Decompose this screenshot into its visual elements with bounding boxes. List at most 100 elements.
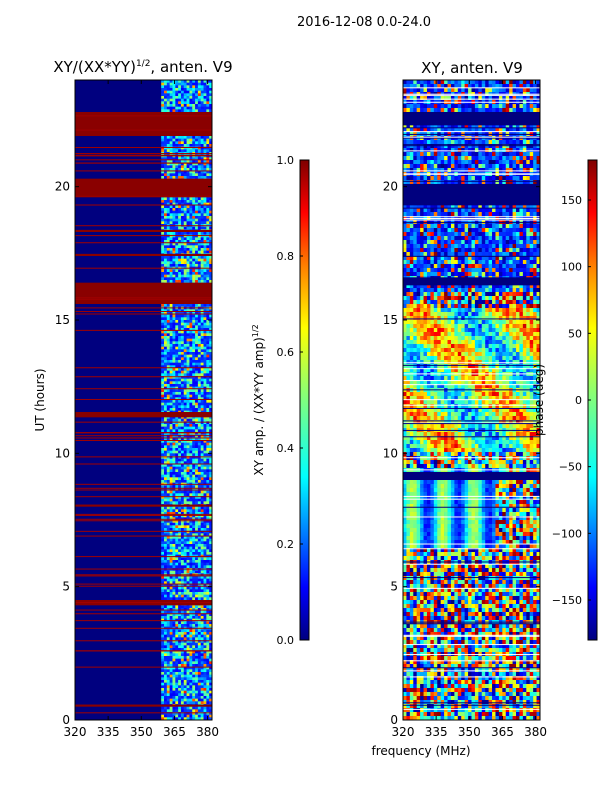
amplitude-cell [192, 674, 196, 678]
amplitude-cell [195, 264, 199, 267]
amplitude-flag-line [75, 583, 212, 585]
phase-cell [526, 80, 531, 85]
phase-cell [440, 88, 445, 93]
amplitude-cell [195, 365, 199, 369]
amplitude-cell [183, 386, 187, 390]
phase-cell [509, 84, 513, 89]
amplitude-cell [164, 693, 168, 697]
amplitude-cell [178, 157, 182, 161]
amplitude-cell [169, 272, 173, 275]
amplitude-cell [206, 344, 210, 347]
amplitude-cell [166, 480, 170, 483]
amplitude-cell [180, 669, 185, 673]
amplitude-cell [192, 416, 196, 419]
amplitude-cell [178, 693, 182, 697]
phase-cell [481, 80, 486, 85]
amplitude-cell [169, 104, 173, 107]
amplitude-cell [197, 448, 202, 451]
amplitude-cell [197, 269, 202, 273]
amplitude-cell [161, 541, 165, 545]
amplitude-cell [195, 701, 199, 705]
amplitude-cell [166, 669, 170, 673]
amplitude-cell [192, 658, 196, 662]
amplitude-cell [183, 536, 187, 539]
amplitude-cell [169, 469, 173, 473]
amplitude-cell [166, 421, 170, 425]
amplitude-cell [209, 360, 213, 363]
amplitude-cell [197, 397, 202, 401]
amplitude-flag-line [75, 398, 212, 400]
amplitude-cell [169, 509, 173, 513]
amplitude-cell [203, 256, 207, 259]
amplitude-cell [161, 544, 165, 547]
amplitude-cell [206, 485, 210, 489]
phase-cell [488, 96, 493, 101]
amplitude-cell [206, 544, 210, 547]
amplitude-cell [164, 656, 168, 659]
amplitude-cell [172, 461, 176, 465]
amplitude-cell [183, 656, 187, 659]
amplitude-cell [180, 274, 185, 278]
amplitude-cell [178, 309, 182, 313]
amplitude-cell [189, 405, 193, 409]
amplitude-cell [178, 202, 182, 206]
phase-heatmap[interactable] [403, 80, 541, 721]
amplitude-cell [178, 488, 182, 491]
phase-cell [536, 96, 541, 101]
amplitude-cell [172, 533, 176, 537]
amplitude-cell [178, 162, 182, 166]
amplitude-xtick-label: 350 [130, 725, 153, 739]
phase-cell [450, 80, 455, 85]
amplitude-cell [180, 261, 185, 265]
phase-cell [444, 104, 448, 109]
amplitude-cell [183, 400, 187, 403]
amplitude-cell [195, 162, 199, 166]
amplitude-cell [197, 698, 202, 702]
amplitude-cell [192, 672, 196, 675]
amplitude-cell [200, 576, 204, 579]
amplitude-cell [195, 536, 199, 539]
amplitude-cell [197, 144, 202, 147]
amplitude-cell [161, 90, 165, 94]
amplitude-cell [178, 712, 182, 715]
amplitude-flag-line [75, 129, 212, 131]
amplitude-flag-line [75, 162, 212, 164]
phase-cell [478, 128, 483, 133]
amplitude-cell [197, 237, 202, 241]
amplitude-cell [166, 656, 170, 659]
amplitude-cell [180, 80, 185, 83]
amplitude-cell [195, 496, 199, 499]
amplitude-cell [209, 461, 213, 465]
phase-cell [409, 128, 414, 133]
amplitude-cell [178, 442, 182, 446]
amplitude-cell [195, 442, 199, 446]
amplitude-cell [183, 328, 187, 331]
amplitude-cell [175, 312, 179, 315]
amplitude-cell [189, 362, 193, 366]
amplitude-cell [169, 368, 173, 371]
amplitude-cell [180, 368, 185, 371]
amplitude-cell [189, 317, 193, 321]
amplitude-cell [186, 400, 190, 403]
amplitude-cell [189, 456, 193, 459]
amplitude-cell [161, 149, 165, 153]
amplitude-cell [195, 610, 199, 614]
amplitude-flag-line [75, 388, 212, 390]
amplitude-cell [189, 672, 193, 675]
amplitude-cell [195, 205, 199, 209]
amplitude-cell [203, 685, 207, 689]
phase-cell [457, 88, 462, 93]
amplitude-cell [178, 314, 182, 318]
amplitude-cell [203, 669, 207, 673]
amplitude-cell [178, 370, 182, 374]
amplitude-cell [172, 357, 176, 361]
amplitude-cell [180, 589, 185, 593]
amplitude-cell [197, 202, 202, 206]
amplitude-cell [197, 394, 202, 398]
amplitude-cell [161, 242, 165, 246]
amplitude-cell [200, 448, 204, 451]
amplitude-cell [166, 360, 170, 363]
phase-cell [444, 84, 448, 89]
amplitude-cell [200, 672, 204, 675]
amplitude-heatmap[interactable] [75, 80, 213, 721]
